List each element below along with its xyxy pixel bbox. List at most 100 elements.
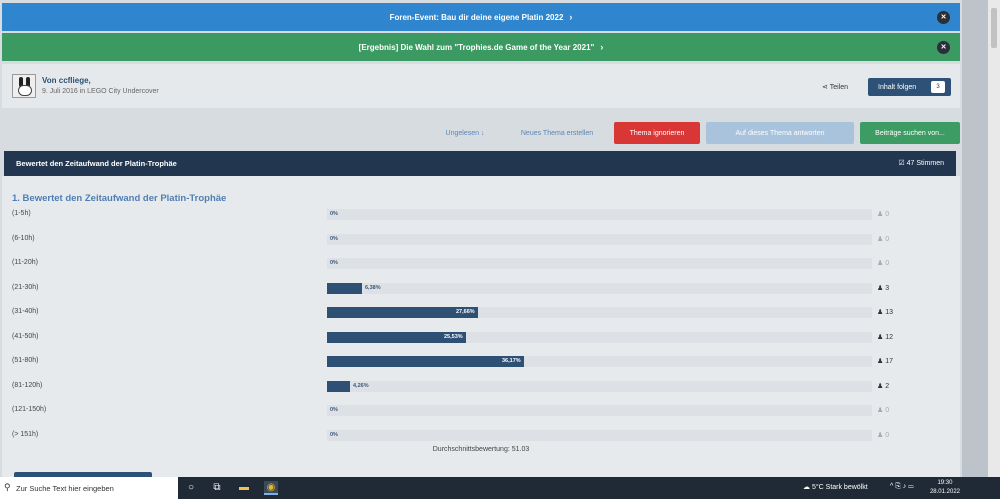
poll-option-row: (41-50h) 25,53% ♟ 12 xyxy=(2,331,960,344)
scrollbar-thumb[interactable] xyxy=(991,8,997,48)
event-banner[interactable]: Foren-Event: Bau dir deine eigene Platin… xyxy=(2,3,960,31)
poll-header-title: Bewertet den Zeitaufwand der Platin-Trop… xyxy=(16,159,177,168)
poll-option-label: (21-30h) xyxy=(12,283,39,291)
result-banner[interactable]: [Ergebnis] Die Wahl zum "Trophies.de Gam… xyxy=(2,33,960,61)
chevron-right-icon: › xyxy=(569,12,573,22)
poll-vote-count-value: 0 xyxy=(885,407,890,414)
follow-button[interactable]: Inhalt folgen 3 xyxy=(868,78,951,96)
tray-icons[interactable]: ^ ⎘ ♪ ▭ xyxy=(890,483,914,490)
poll-option-label: (1-5h) xyxy=(12,210,31,217)
taskbar: ⚲ Zur Suche Text hier eingeben ○ ⧉ ▬ ◉ ☁… xyxy=(0,477,1000,499)
poll-option-row: (21-30h) 6,38% ♟ 3 xyxy=(2,282,960,295)
poll-percent-label: 25,53% xyxy=(444,333,463,340)
unread-link[interactable]: Ungelesen ↓ xyxy=(430,122,500,144)
poll-percent-label: 0% xyxy=(330,260,338,266)
taskbar-search[interactable]: ⚲ Zur Suche Text hier eingeben xyxy=(0,477,178,499)
poll-option-label: (> 151h) xyxy=(12,430,39,438)
weather-widget[interactable]: ☁ 5°C Stark bewölkt xyxy=(803,484,868,491)
author-name[interactable]: Von ccfliege, xyxy=(42,76,91,85)
share-icon: ⋖ xyxy=(822,84,830,91)
poll-bar-track: 6,38% xyxy=(327,282,872,294)
user-icon: ♟ xyxy=(877,284,886,292)
poll-question: 1. Bewertet den Zeitaufwand der Platin-T… xyxy=(12,193,227,204)
poll-option-row: (51-80h) 36,17% ♟ 17 xyxy=(2,356,960,368)
close-icon[interactable]: ✕ xyxy=(937,11,950,24)
poll-vote-count-value: 17 xyxy=(885,358,894,365)
poll-bar-track: 0% xyxy=(327,258,872,269)
poll-option-row: (31-40h) 27,66% ♟ 13 xyxy=(2,307,960,319)
poll-vote-count-value: 0 xyxy=(885,235,890,243)
poll-bar-fill xyxy=(327,282,362,294)
avatar[interactable] xyxy=(12,74,36,98)
file-explorer-icon[interactable]: ▬ xyxy=(239,482,249,493)
clock[interactable]: 19:30 28.01.2022 xyxy=(930,479,960,497)
poll-option-label: (31-40h) xyxy=(12,308,39,315)
poll-body: 1. Bewertet den Zeitaufwand der Platin-T… xyxy=(2,176,960,478)
poll-vote-count: ♟ 2 xyxy=(877,382,889,390)
poll-vote-count: ♟ 0 xyxy=(877,406,889,414)
poll-option-label: (51-80h) xyxy=(12,357,39,364)
votes-count: ☑ 47 Stimmen xyxy=(898,160,944,167)
poll-vote-count: ♟ 13 xyxy=(877,308,893,316)
taskbar-search-placeholder: Zur Suche Text hier eingeben xyxy=(16,483,114,493)
task-view-icon[interactable]: ⧉ xyxy=(213,482,221,493)
average-rating: Durchschnittsbewertung: 51.03 xyxy=(432,446,530,453)
poll-percent-label: 36,17% xyxy=(502,358,521,364)
poll-bar-track: 0% xyxy=(327,233,872,245)
poll-percent-label: 0% xyxy=(330,235,338,242)
result-banner-text: [Ergebnis] Die Wahl zum "Trophies.de Gam… xyxy=(358,42,595,52)
user-icon: ♟ xyxy=(877,235,886,243)
poll-bar-track: 27,66% xyxy=(327,307,872,318)
share-button[interactable]: ⋖ Teilen xyxy=(822,83,848,91)
user-icon: ♟ xyxy=(877,431,886,439)
poll-option-label: (11-20h) xyxy=(12,259,38,266)
poll-option-label: (81-120h) xyxy=(12,381,43,389)
event-banner-text: Foren-Event: Bau dir deine eigene Platin… xyxy=(389,12,564,22)
new-topic-link[interactable]: Neues Thema erstellen xyxy=(520,129,594,137)
user-icon: ♟ xyxy=(877,333,886,341)
poll-vote-count-value: 0 xyxy=(885,211,890,218)
scrollbar[interactable] xyxy=(988,0,1000,477)
poll-vote-count: ♟ 0 xyxy=(877,210,889,218)
user-icon: ♟ xyxy=(877,382,886,390)
poll-action-button[interactable] xyxy=(14,472,152,478)
user-icon: ♟ xyxy=(877,358,886,365)
poll-option-row: (81-120h) 4,26% ♟ 2 xyxy=(2,380,960,393)
share-label: Teilen xyxy=(829,84,848,91)
poll-vote-count-value: 0 xyxy=(885,260,890,267)
poll-option-row: (1-5h) 0% ♟ 0 xyxy=(2,209,960,221)
poll-header: Bewertet den Zeitaufwand der Platin-Trop… xyxy=(4,151,956,176)
ignore-topic-button[interactable]: Thema ignorieren xyxy=(614,122,700,144)
chrome-icon[interactable]: ◉ xyxy=(264,481,278,495)
poll-option-row: (6-10h) 0% ♟ 0 xyxy=(2,233,960,246)
close-icon[interactable]: ✕ xyxy=(937,41,950,54)
poll-vote-count-value: 0 xyxy=(885,431,890,439)
reply-button[interactable]: Auf dieses Thema antworten xyxy=(706,122,854,144)
cortana-icon[interactable]: ○ xyxy=(187,482,195,493)
clock-time: 19:30 xyxy=(937,480,953,486)
cloud-icon: ☁ xyxy=(803,484,812,491)
poll-percent-label: 4,26% xyxy=(353,382,369,389)
poll-bar-track: 0% xyxy=(327,429,872,441)
poll-percent-label: 0% xyxy=(330,211,338,217)
poll-vote-count: ♟ 17 xyxy=(877,357,893,365)
poll-bar-track: 36,17% xyxy=(327,356,872,367)
poll-option-row: (121-150h) 0% ♟ 0 xyxy=(2,405,960,417)
poll-percent-label: 6,38% xyxy=(365,284,381,291)
chevron-right-icon: › xyxy=(600,42,604,52)
user-icon: ♟ xyxy=(877,309,886,316)
poll-option-label: (6-10h) xyxy=(12,234,35,242)
poll-bar-track: 25,53% xyxy=(327,331,872,343)
topic-meta: 9. Juli 2016 in LEGO City Undercover xyxy=(42,88,159,95)
poll-vote-count: ♟ 0 xyxy=(877,235,889,243)
topic-header: Von ccfliege, 9. Juli 2016 in LEGO City … xyxy=(2,64,960,108)
follow-label: Inhalt folgen xyxy=(878,83,917,91)
poll-percent-label: 27,66% xyxy=(456,309,475,315)
poll-vote-count-value: 2 xyxy=(885,382,890,390)
unread-label: Ungelesen xyxy=(445,129,479,137)
search-posts-button[interactable]: Beiträge suchen von... xyxy=(860,122,960,144)
poll-vote-count: ♟ 12 xyxy=(877,333,893,341)
checkbox-icon: ☑ xyxy=(898,160,907,167)
page: Foren-Event: Bau dir deine eigene Platin… xyxy=(0,0,962,478)
poll-vote-count: ♟ 3 xyxy=(877,284,889,292)
